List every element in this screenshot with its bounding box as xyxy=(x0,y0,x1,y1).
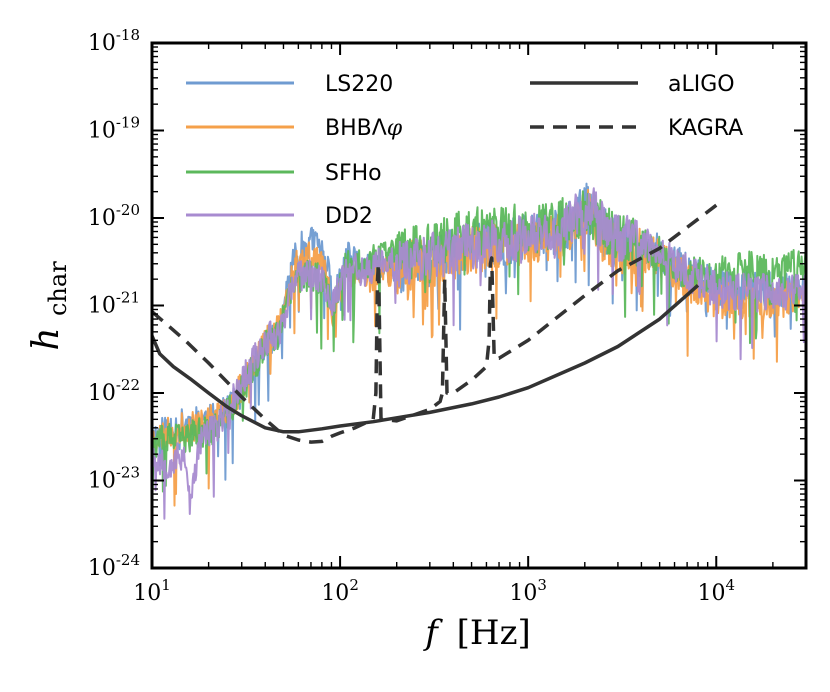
legend-label-aligo: aLIGO xyxy=(668,72,735,97)
x-tick-label: 101 xyxy=(133,576,171,606)
y-tick-label-exp: -20 xyxy=(116,201,140,219)
y-tick-label: 10-20 xyxy=(88,201,140,231)
y-tick-label-exp: -21 xyxy=(116,289,140,307)
series-line-dd2 xyxy=(152,187,806,520)
y-tick-label: 10-21 xyxy=(88,289,140,319)
x-tick-label: 103 xyxy=(509,576,547,606)
legend-label-bhb: BHBΛφ xyxy=(325,116,403,141)
y-axis-symbol: h xyxy=(26,327,67,350)
y-tick-label-base: 10 xyxy=(88,206,116,231)
x-tick-label-exp: 2 xyxy=(349,576,359,594)
y-tick-label-base: 10 xyxy=(88,31,116,56)
x-tick-label-base: 10 xyxy=(697,581,725,606)
legend-label-bhb-phi: φ xyxy=(387,116,403,141)
y-tick-label-exp: -24 xyxy=(116,551,140,569)
x-tick-label-base: 10 xyxy=(509,581,537,606)
x-tick-label-exp: 3 xyxy=(537,576,547,594)
y-axis-subscript: char xyxy=(44,261,72,316)
series-line-kagra xyxy=(152,203,718,444)
legend-label-ls220: LS220 xyxy=(325,72,393,97)
y-tick-label-exp: -18 xyxy=(116,26,140,44)
x-tick-label-exp: 4 xyxy=(725,576,735,594)
series-line-aligo xyxy=(152,283,700,434)
tick-labels-layer: 101 102 103 10410-2410-2310-2210-2110-2010-… xyxy=(88,26,735,606)
legend-label-sfho: SFHo xyxy=(325,161,382,186)
y-tick-label-base: 10 xyxy=(88,469,116,494)
y-tick-label-exp: -23 xyxy=(116,464,140,482)
y-tick-label: 10-22 xyxy=(88,376,140,406)
x-axis-unit: [Hz] xyxy=(457,613,531,653)
legend-label-bhb-main: BHBΛ xyxy=(325,116,387,141)
plot-frame xyxy=(150,41,808,570)
y-tick-label: 10-19 xyxy=(88,114,140,144)
y-axis-title: h char xyxy=(26,261,72,351)
legend-label-dd2: DD2 xyxy=(325,204,373,229)
x-axis-symbol: f xyxy=(422,613,443,653)
y-tick-label: 10-18 xyxy=(88,26,140,56)
y-tick-label-base: 10 xyxy=(88,294,116,319)
y-tick-label-exp: -19 xyxy=(116,114,140,132)
x-tick-label-base: 10 xyxy=(133,581,161,606)
y-tick-label-base: 10 xyxy=(88,381,116,406)
x-tick-label-exp: 1 xyxy=(161,576,171,594)
y-tick-label: 10-24 xyxy=(88,551,140,581)
x-axis-title: f [Hz] xyxy=(422,613,531,653)
legend: LS220 BHBΛφ SFHo DD2 aLIGO KAGRA xyxy=(186,72,743,229)
y-tick-label-base: 10 xyxy=(88,556,116,581)
legend-label-kagra: KAGRA xyxy=(668,116,743,141)
series-layer xyxy=(152,182,806,520)
x-tick-label-base: 10 xyxy=(321,581,349,606)
y-tick-label-base: 10 xyxy=(88,119,116,144)
x-tick-label: 104 xyxy=(697,576,735,606)
x-tick-label: 102 xyxy=(321,576,359,606)
y-tick-label-exp: -22 xyxy=(116,376,140,394)
y-tick-label: 10-23 xyxy=(88,464,140,494)
